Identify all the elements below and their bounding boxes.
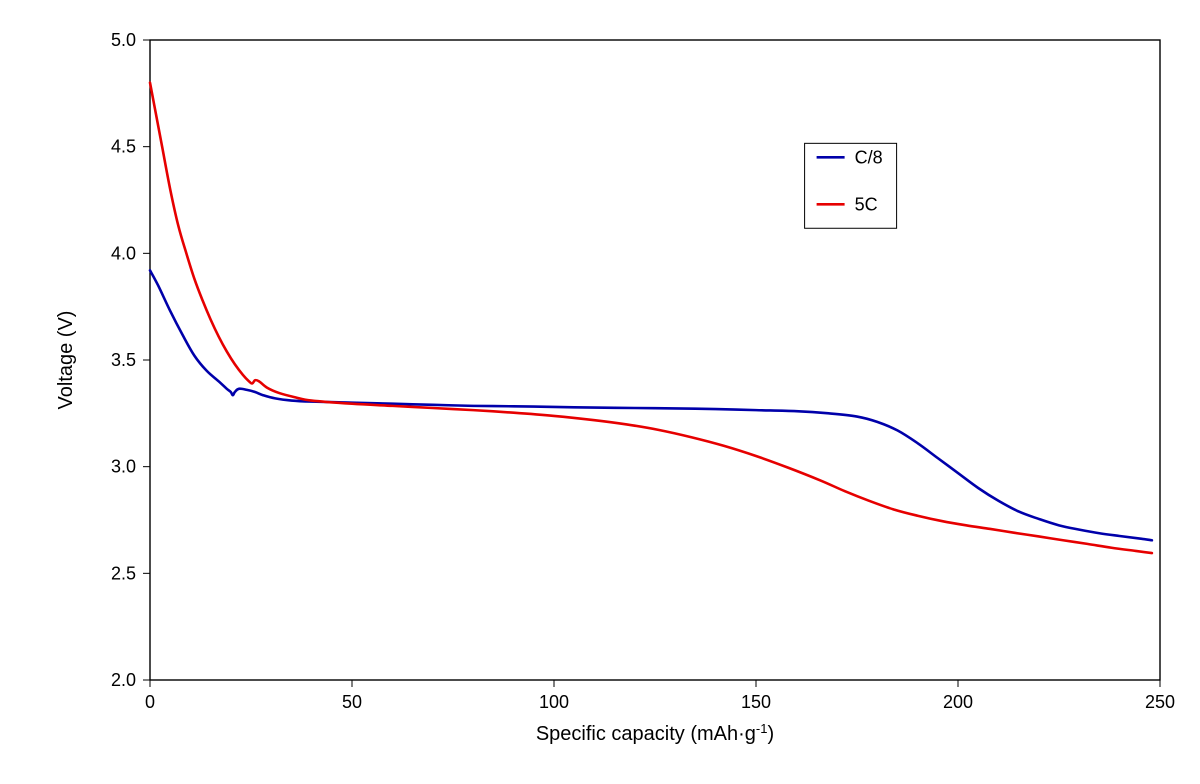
x-tick-label: 0 — [145, 692, 155, 712]
y-tick-label: 5.0 — [111, 30, 136, 50]
legend-label: C/8 — [855, 147, 883, 167]
line-chart: 0 50 100 150 200 250 2.0 2.5 3.0 3.5 4.0 4.5 5.0 Sp… — [0, 0, 1200, 784]
x-tick-label: 250 — [1145, 692, 1175, 712]
y-tick-label: 2.0 — [111, 670, 136, 690]
y-tick-label: 4.5 — [111, 137, 136, 157]
x-axis-title: Specific capacity (mAh·g-1) — [536, 721, 774, 746]
x-tick-label: 50 — [342, 692, 362, 712]
y-tick-label: 2.5 — [111, 563, 136, 583]
legend-label: 5C — [855, 194, 878, 214]
y-axis-title: Voltage (V) — [55, 311, 77, 410]
y-tick-label: 3.0 — [111, 457, 136, 477]
x-tick-label: 200 — [943, 692, 973, 712]
y-tick-label: 3.5 — [111, 350, 136, 370]
y-tick-label: 4.0 — [111, 243, 136, 263]
x-tick-label: 150 — [741, 692, 771, 712]
plot-background — [0, 0, 1200, 784]
x-tick-label: 100 — [539, 692, 569, 712]
chart-container: 0 50 100 150 200 250 2.0 2.5 3.0 3.5 4.0 4.5 5.0 Sp… — [0, 0, 1200, 784]
